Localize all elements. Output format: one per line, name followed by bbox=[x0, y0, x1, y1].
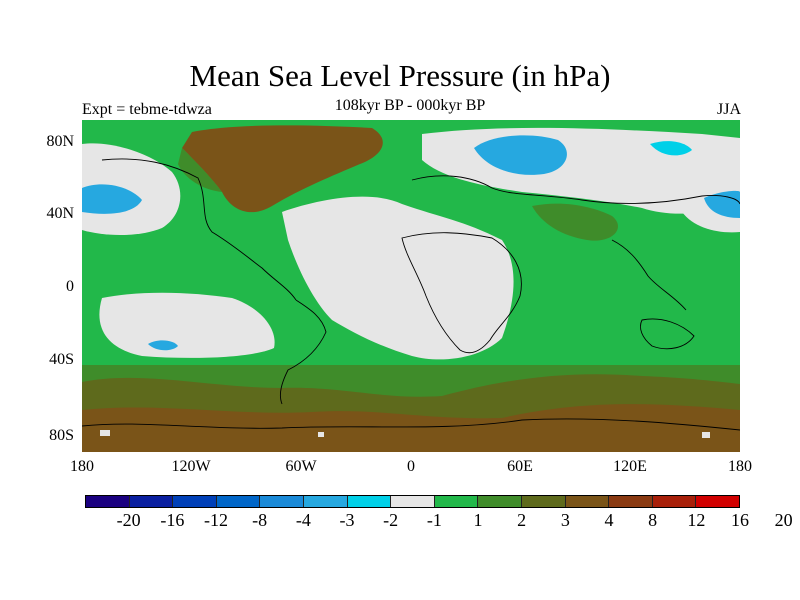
lat-label-0: 0 bbox=[66, 278, 74, 295]
colorbar-label: -1 bbox=[426, 510, 442, 530]
colorbar-cell bbox=[391, 496, 435, 507]
antarctic-speckle bbox=[100, 430, 110, 436]
colorbar-cell bbox=[696, 496, 739, 507]
lon-label-60w: 60W bbox=[285, 458, 317, 475]
colorbar-label: -2 bbox=[383, 510, 399, 530]
colorbar-cell bbox=[303, 496, 348, 507]
colorbar-label: 2 bbox=[517, 510, 527, 530]
lat-label-80n: 80N bbox=[46, 133, 74, 150]
colorbar-label: 3 bbox=[560, 510, 570, 530]
arctic-brown-region bbox=[182, 125, 383, 213]
period-label: 108kyr BP - 000kyr BP bbox=[334, 97, 486, 114]
asia-olive-region bbox=[532, 203, 618, 241]
experiment-label: Expt = tebme-tdwza bbox=[82, 101, 212, 118]
south-pacific-neutral bbox=[99, 292, 275, 358]
colorbar-label: 20 bbox=[774, 510, 793, 530]
lon-label-120e: 120E bbox=[613, 458, 647, 475]
colorbar-cell bbox=[216, 496, 261, 507]
lat-label-40s: 40S bbox=[49, 351, 74, 368]
lat-label-40n: 40N bbox=[46, 205, 74, 222]
colorbar-label: 1 bbox=[473, 510, 483, 530]
colorbar-cell bbox=[521, 496, 566, 507]
colorbar-label: 12 bbox=[687, 510, 706, 530]
colorbar-label: 4 bbox=[604, 510, 614, 530]
south-pacific-blue-anomaly bbox=[148, 340, 178, 351]
pressure-anomaly-map bbox=[82, 120, 740, 452]
southern-band-darkbrown bbox=[82, 404, 740, 452]
colorbar-label: -8 bbox=[252, 510, 268, 530]
antarctic-speckle bbox=[702, 432, 710, 438]
eurasia-blue-anomaly bbox=[474, 135, 567, 175]
lon-label-60e: 60E bbox=[507, 458, 533, 475]
season-label: JJA bbox=[716, 101, 741, 118]
atlantic-africa-neutral bbox=[282, 196, 514, 360]
lon-label-180e: 180 bbox=[728, 458, 752, 475]
colorbar-cell bbox=[652, 496, 697, 507]
lon-label-180w: 180 bbox=[70, 458, 94, 475]
arctic-olive-region bbox=[178, 148, 222, 192]
colorbar-cell bbox=[609, 496, 653, 507]
colorbar-label: 16 bbox=[731, 510, 749, 530]
colorbar-cell bbox=[86, 496, 130, 507]
lon-label-0: 0 bbox=[407, 458, 415, 475]
colorbar-cell bbox=[129, 496, 174, 507]
colorbar-cell bbox=[260, 496, 304, 507]
colorbar-label: 8 bbox=[648, 510, 658, 530]
figure-title: Mean Sea Level Pressure (in hPa) bbox=[189, 58, 611, 93]
colorbar-label: -4 bbox=[295, 510, 311, 530]
north-pacific-blue-anomaly bbox=[82, 184, 142, 214]
colorbar-label: -20 bbox=[116, 510, 141, 530]
colorbar-cell bbox=[478, 496, 522, 507]
colorbar-cell bbox=[565, 496, 610, 507]
colorbar-label: -3 bbox=[339, 510, 355, 530]
coastlines bbox=[82, 158, 740, 431]
lat-label-80s: 80S bbox=[49, 427, 74, 444]
eurasia-cyan-anomaly bbox=[650, 141, 692, 156]
colorbar-label: -16 bbox=[160, 510, 185, 530]
colorbar-cell bbox=[347, 496, 392, 507]
colorbar-label: -12 bbox=[204, 510, 228, 530]
lon-label-120w: 120W bbox=[171, 458, 211, 475]
colorbar-cell bbox=[434, 496, 479, 507]
colorbar-cell bbox=[173, 496, 217, 507]
antarctic-speckle bbox=[318, 432, 324, 437]
colorbar bbox=[85, 495, 740, 508]
